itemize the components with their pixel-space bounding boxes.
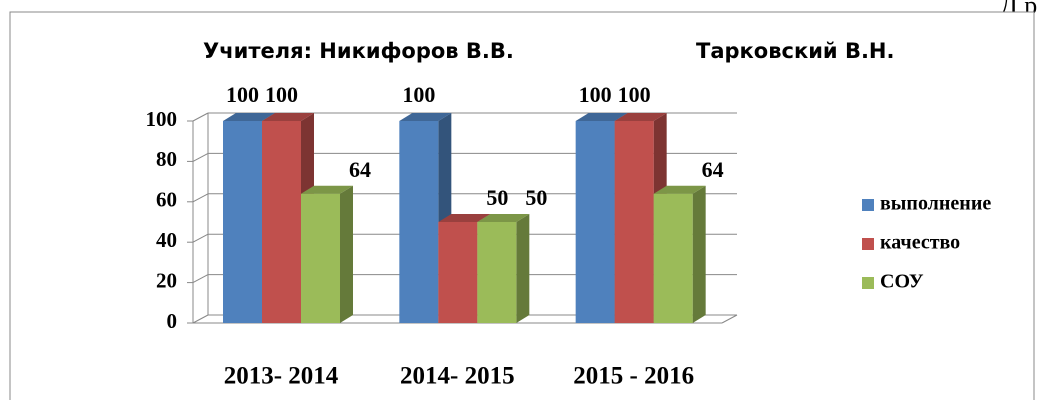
bar [614,121,654,323]
y-tick-label: 40 [156,228,177,252]
data-label: 100 [265,82,298,107]
legend-swatch [862,277,874,289]
bar [438,222,478,323]
x-tick-label: 2015 - 2016 [573,363,694,390]
bar-top [614,113,667,121]
bar-top [438,214,491,222]
grid-line [192,193,209,203]
bar-side [340,185,353,323]
bar [653,193,693,323]
bar [262,121,301,323]
legend-label: СОУ [880,271,924,293]
bar [223,121,262,323]
y-tick-label: 100 [146,107,178,131]
data-label: 64 [349,157,371,182]
bar-top [477,214,530,222]
axis-line [721,314,738,324]
bar-top [223,113,275,121]
bar [399,121,439,323]
data-label: 50 [525,185,547,210]
legend-swatch [862,199,874,211]
data-label: 100 [618,82,651,107]
legend-label: выполнение [880,193,991,215]
bar-top [399,113,452,121]
grid-line [192,314,209,324]
x-tick-label: 2014- 2015 [400,363,515,390]
bar-top [653,185,706,194]
bar-top [262,113,314,121]
y-tick-label: 20 [156,268,177,292]
bar [477,222,517,323]
data-label: 100 [402,82,435,107]
y-tick-label: 60 [156,188,177,212]
chart-subtitle: Тарковский В.Н. [696,39,894,63]
bar [575,121,615,323]
legend-swatch [862,238,874,250]
grid-line [192,233,209,243]
bar-side [692,185,706,323]
x-tick-label: 2013- 2014 [224,363,339,390]
bar-top [301,185,353,194]
chart-title: Учителя: Никифоров В.В. [203,39,514,63]
grid-line [192,112,209,122]
bar-top [575,113,628,121]
grid-line [192,152,209,162]
data-label: 100 [226,82,259,107]
data-label: 64 [702,157,724,182]
bar-side [516,214,530,323]
data-label: 50 [486,185,508,210]
legend-label: качество [880,232,960,254]
y-tick-label: 80 [156,147,177,171]
y-tick-label: 0 [167,309,178,333]
bar [301,193,340,323]
grid-line [192,274,209,284]
data-label: 100 [579,82,612,107]
